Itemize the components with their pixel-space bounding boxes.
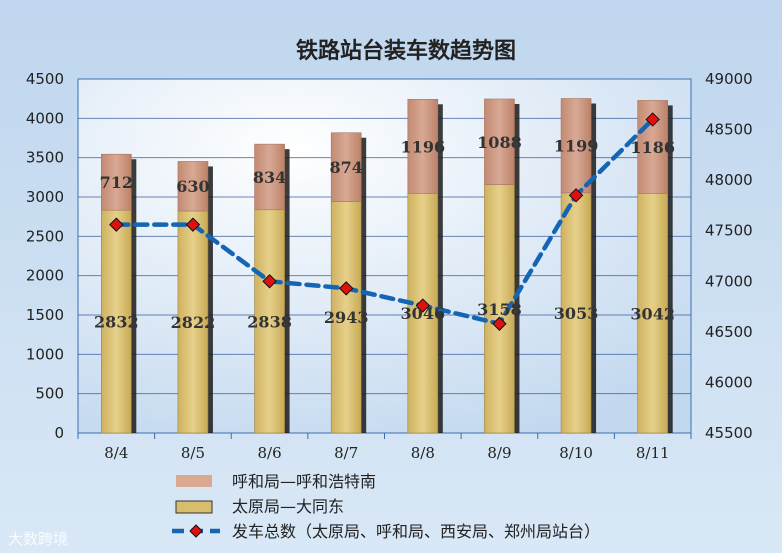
plot-area: [77, 78, 692, 434]
bar-huhe-huhehaote: [407, 98, 439, 194]
legend-label-huhe: 呼和局—呼和浩特南: [232, 472, 376, 491]
x-tick-label: 8/7: [334, 444, 358, 462]
y-left-tick-label: 1000: [26, 345, 64, 363]
y-left-tick-label: 1500: [26, 306, 64, 324]
y-right-tick-label: 47500: [705, 222, 753, 240]
y-left-tick-label: 2000: [26, 267, 64, 285]
x-tick-label: 8/6: [257, 444, 281, 462]
data-label-huhe: 630: [176, 177, 209, 196]
bar-huhe-huhehaote: [177, 161, 209, 212]
watermark-text: 大数跨境: [8, 530, 69, 548]
data-label-huhe: 1196: [401, 137, 446, 156]
legend-label-taiyuan: 太原局—大同东: [232, 497, 344, 516]
legend-swatch-total-marker: [189, 524, 203, 538]
x-tick-label: 8/8: [411, 444, 435, 462]
y-left-tick-label: 4500: [26, 70, 64, 88]
total-departures-marker: [492, 316, 507, 331]
y-right-tick-label: 46000: [705, 373, 753, 391]
total-departures-marker: [109, 217, 124, 232]
bar-huhe-huhehaote: [254, 143, 285, 211]
y-right-tick-label: 48000: [705, 171, 753, 189]
y-left-tick-label: 3000: [26, 188, 64, 206]
total-departures-marker: [185, 217, 201, 232]
x-tick-label: 8/9: [487, 444, 511, 462]
legend-swatch-taiyuan: [175, 500, 213, 514]
total-departures-marker: [338, 281, 354, 296]
bar-taiyuan-datong: [330, 201, 362, 434]
data-label-huhe: 1199: [554, 137, 599, 156]
y-left-tick-label: 0: [54, 424, 64, 442]
y-left-tick-label: 3500: [26, 149, 64, 167]
total-departures-line: [114, 117, 655, 327]
legend-swatch-huhe: [176, 475, 212, 487]
total-departures-marker: [645, 112, 660, 127]
data-label-taiyuan: 2832: [94, 313, 139, 332]
bar-taiyuan-datong: [560, 192, 592, 434]
y-left-tick-label: 4000: [26, 109, 64, 127]
data-label-taiyuan: 3158: [477, 300, 522, 319]
y-left-tick-label: 2500: [26, 227, 64, 245]
bar-taiyuan-datong: [254, 209, 285, 434]
bar-layer: [101, 98, 673, 434]
bar-taiyuan-datong: [637, 193, 668, 434]
total-departures-marker: [415, 298, 431, 313]
y-right-tick-label: 49000: [705, 70, 753, 88]
data-label-huhe: 874: [329, 158, 362, 177]
y-right-tick-label: 45500: [705, 424, 753, 442]
chart-title: 铁路站台装车数趋势图: [296, 38, 516, 64]
legend-label-total: 发车总数（太原局、呼和局、西安局、郑州局站台）: [232, 522, 600, 541]
bar-huhe-huhehaote: [560, 98, 592, 194]
label-layer: 712 2832 630 2822 834 2838 874 2943 1196 3046 1088…: [94, 133, 675, 332]
bar-huhe-huhehaote: [101, 153, 132, 211]
total-departures-marker: [262, 274, 277, 289]
y-right-tick-label: 47000: [705, 272, 753, 290]
bar-taiyuan-datong: [101, 209, 132, 434]
bar-taiyuan-datong: [407, 193, 439, 434]
data-label-huhe: 1186: [630, 138, 675, 157]
axis-layer: 0 500 1000 1500 2000 2500 3000 3500 4000 4500 4550…: [26, 70, 753, 462]
x-tick-label: 8/4: [104, 444, 128, 462]
total-departures-marker: [568, 188, 584, 203]
data-label-huhe: 834: [253, 168, 286, 187]
data-label-taiyuan: 3053: [554, 304, 599, 323]
data-label-taiyuan: 2838: [247, 312, 292, 331]
data-label-taiyuan: 3042: [630, 304, 675, 323]
data-label-taiyuan: 3046: [401, 304, 446, 323]
data-label-taiyuan: 2822: [171, 313, 216, 332]
x-tick-label: 8/10: [559, 444, 593, 462]
bar-huhe-huhehaote: [330, 132, 362, 202]
line-layer: [109, 112, 660, 331]
y-right-tick-label: 48500: [705, 121, 753, 139]
y-right-tick-label: 46500: [705, 323, 753, 341]
data-label-taiyuan: 2943: [324, 308, 369, 327]
data-label-huhe: 712: [100, 173, 133, 192]
y-left-tick-label: 500: [35, 385, 64, 403]
x-tick-label: 8/11: [636, 444, 670, 462]
x-tick-label: 8/5: [181, 444, 205, 462]
bar-huhe-huhehaote: [484, 98, 515, 185]
data-label-huhe: 1088: [477, 133, 522, 152]
bar-taiyuan-datong: [177, 210, 209, 434]
